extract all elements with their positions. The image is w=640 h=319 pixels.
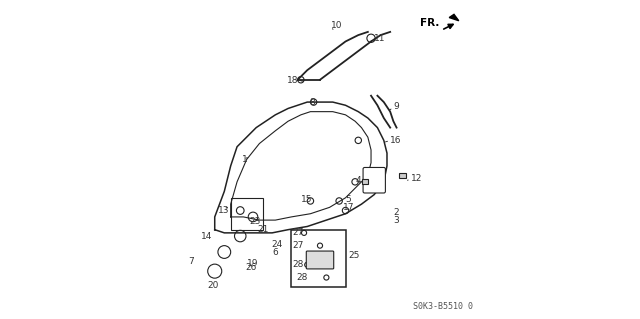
Text: 17: 17 xyxy=(343,203,355,212)
Text: 24: 24 xyxy=(271,240,283,249)
Text: 23: 23 xyxy=(250,217,261,226)
Text: 18: 18 xyxy=(287,76,298,85)
Text: 2: 2 xyxy=(394,208,399,217)
Text: 25: 25 xyxy=(348,251,360,260)
Text: FR.: FR. xyxy=(420,18,440,28)
FancyBboxPatch shape xyxy=(399,173,406,178)
Text: 3: 3 xyxy=(394,216,399,225)
FancyBboxPatch shape xyxy=(363,167,385,193)
Text: 20: 20 xyxy=(207,281,219,290)
Text: 16: 16 xyxy=(390,136,402,145)
Text: 15: 15 xyxy=(301,195,312,204)
Text: 7: 7 xyxy=(189,257,195,266)
Text: 26: 26 xyxy=(245,263,257,272)
Text: 6: 6 xyxy=(273,248,278,256)
Text: S0K3-B5510 0: S0K3-B5510 0 xyxy=(413,302,472,311)
Text: 4: 4 xyxy=(355,176,361,185)
Text: 28: 28 xyxy=(292,260,304,269)
Text: 13: 13 xyxy=(218,206,229,215)
Text: 27: 27 xyxy=(292,241,304,250)
Text: 11: 11 xyxy=(374,34,386,43)
Polygon shape xyxy=(449,14,459,21)
Text: 21: 21 xyxy=(258,225,269,234)
Text: 1: 1 xyxy=(242,155,248,164)
Text: 9: 9 xyxy=(394,102,399,111)
Text: 19: 19 xyxy=(247,259,259,268)
Text: 27: 27 xyxy=(292,228,304,237)
FancyBboxPatch shape xyxy=(291,230,346,287)
Text: 12: 12 xyxy=(411,174,422,183)
FancyBboxPatch shape xyxy=(307,251,333,269)
Text: 14: 14 xyxy=(202,232,212,241)
Text: 28: 28 xyxy=(296,273,307,282)
Text: 8: 8 xyxy=(310,98,316,107)
Text: 10: 10 xyxy=(331,21,342,30)
Text: 5: 5 xyxy=(346,195,351,204)
FancyBboxPatch shape xyxy=(362,179,367,184)
